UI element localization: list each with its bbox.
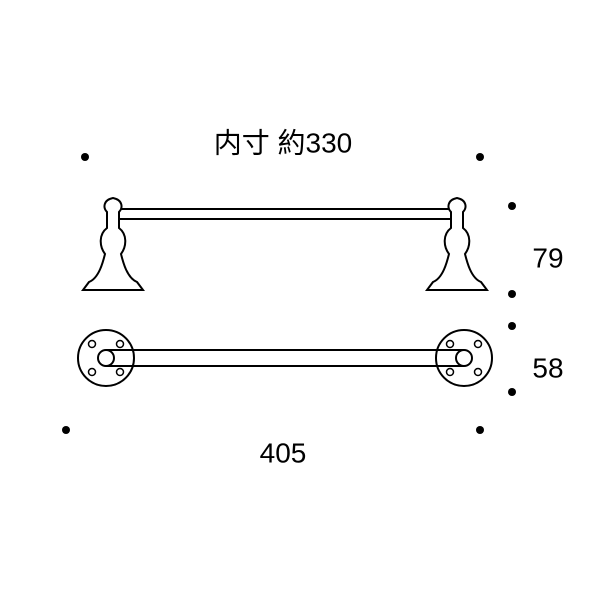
top-flange-right xyxy=(436,330,492,386)
dim-dot-5 xyxy=(508,388,516,396)
dim-dot-2 xyxy=(508,202,516,210)
dim-dot-3 xyxy=(508,290,516,298)
dim-dot-7 xyxy=(476,426,484,434)
label-height-58: 58 xyxy=(532,352,563,383)
label-inner-width: 内寸 約330 xyxy=(214,127,353,158)
dim-dot-6 xyxy=(62,426,70,434)
label-overall-width: 405 xyxy=(260,437,307,468)
front-post-left xyxy=(83,198,143,290)
front-post-right xyxy=(427,198,487,290)
dim-dot-4 xyxy=(508,322,516,330)
dim-dot-1 xyxy=(476,153,484,161)
label-height-79: 79 xyxy=(532,242,563,273)
top-flange-left xyxy=(78,330,134,386)
dimension-drawing: 内寸 約330 79 58 405 xyxy=(0,0,600,600)
dim-dot-0 xyxy=(81,153,89,161)
